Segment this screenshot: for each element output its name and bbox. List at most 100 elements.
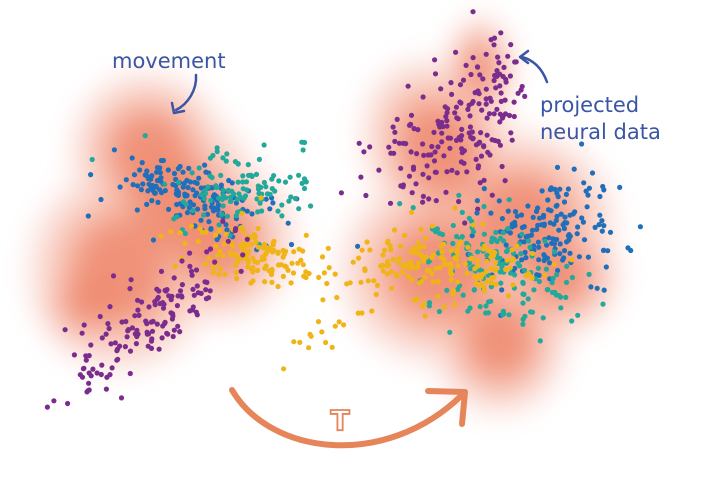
teal-point bbox=[224, 151, 230, 157]
blue-point bbox=[597, 212, 603, 218]
blue-point bbox=[507, 230, 513, 236]
yellow-point bbox=[359, 247, 365, 253]
yellow-point bbox=[408, 259, 414, 265]
yellow-point bbox=[429, 223, 435, 229]
teal-point bbox=[301, 139, 308, 146]
teal-point bbox=[563, 294, 569, 300]
teal-point bbox=[564, 263, 570, 269]
purple-point bbox=[481, 177, 487, 183]
purple-point bbox=[133, 341, 139, 347]
blue-point bbox=[555, 267, 561, 274]
purple-point bbox=[484, 115, 490, 121]
teal-point bbox=[248, 172, 254, 178]
blue-point bbox=[566, 237, 572, 243]
teal-point bbox=[227, 198, 233, 204]
purple-point bbox=[98, 371, 104, 378]
blue-point bbox=[522, 249, 528, 255]
blue-point bbox=[229, 180, 235, 186]
teal-point bbox=[308, 203, 314, 209]
blue-point bbox=[579, 141, 585, 147]
yellow-point bbox=[168, 228, 174, 235]
blue-point bbox=[190, 187, 196, 193]
purple-point bbox=[128, 277, 134, 283]
yellow-point bbox=[245, 264, 251, 270]
purple-point bbox=[207, 288, 213, 294]
purple-point bbox=[432, 71, 439, 77]
blue-point bbox=[203, 169, 209, 175]
blue-point bbox=[625, 245, 631, 251]
blue-point bbox=[355, 243, 361, 249]
blue-point bbox=[530, 214, 536, 220]
yellow-point bbox=[301, 273, 307, 279]
yellow-point bbox=[400, 263, 406, 269]
yellow-point bbox=[529, 250, 536, 257]
teal-point bbox=[436, 308, 442, 315]
teal-point bbox=[261, 142, 267, 148]
purple-point bbox=[488, 37, 494, 43]
purple-point bbox=[115, 356, 121, 362]
yellow-point bbox=[216, 271, 222, 277]
teal-point bbox=[258, 184, 264, 190]
purple-point bbox=[497, 71, 503, 77]
yellow-point bbox=[400, 269, 406, 275]
purple-point bbox=[483, 101, 489, 107]
yellow-point bbox=[297, 339, 303, 345]
yellow-point bbox=[458, 239, 464, 245]
purple-point bbox=[473, 156, 479, 162]
teal-point bbox=[199, 192, 205, 198]
yellow-point bbox=[409, 249, 416, 255]
purple-point bbox=[400, 184, 406, 190]
purple-point bbox=[79, 330, 85, 336]
yellow-point bbox=[234, 275, 240, 282]
purple-point bbox=[483, 51, 489, 57]
purple-point bbox=[117, 343, 123, 349]
teal-point bbox=[271, 173, 277, 179]
yellow-point bbox=[319, 254, 326, 260]
blue-point bbox=[123, 177, 129, 183]
teal-point bbox=[259, 208, 265, 214]
teal-point bbox=[450, 222, 456, 229]
yellow-point bbox=[404, 264, 410, 270]
blue-point bbox=[585, 192, 591, 198]
teal-point bbox=[521, 267, 528, 273]
teal-point bbox=[190, 207, 196, 214]
purple-point bbox=[477, 180, 483, 186]
yellow-point bbox=[283, 264, 289, 270]
blue-point bbox=[138, 187, 144, 193]
teal-point bbox=[219, 211, 225, 217]
teal-point bbox=[520, 321, 526, 327]
teal-point bbox=[240, 179, 246, 185]
yellow-point bbox=[306, 270, 312, 277]
blue-point bbox=[546, 235, 552, 241]
purple-point bbox=[415, 127, 421, 133]
yellow-point bbox=[217, 248, 223, 254]
blue-point bbox=[617, 184, 623, 190]
blue-point bbox=[129, 155, 135, 161]
yellow-point bbox=[551, 261, 557, 267]
teal-point bbox=[511, 272, 518, 278]
purple-point bbox=[244, 236, 250, 242]
purple-point bbox=[445, 135, 451, 141]
blue-point bbox=[285, 220, 291, 226]
blue-point bbox=[584, 204, 590, 210]
yellow-point bbox=[356, 255, 362, 261]
purple-point bbox=[212, 259, 218, 265]
blue-point bbox=[187, 179, 193, 185]
purple-point bbox=[468, 71, 474, 78]
blue-point bbox=[596, 222, 602, 228]
purple-point bbox=[104, 374, 110, 380]
purple-point bbox=[86, 370, 92, 376]
purple-point bbox=[449, 91, 455, 97]
yellow-point bbox=[402, 232, 408, 238]
blue-point bbox=[198, 217, 204, 223]
purple-point bbox=[508, 130, 514, 136]
blue-point bbox=[554, 190, 560, 196]
yellow-point bbox=[228, 252, 234, 258]
blue-point bbox=[540, 214, 547, 220]
blue-point bbox=[557, 241, 563, 247]
purple-point bbox=[462, 220, 468, 226]
teal-point bbox=[225, 187, 232, 193]
purple-point bbox=[519, 83, 525, 90]
yellow-point bbox=[503, 266, 509, 273]
yellow-point bbox=[542, 272, 548, 278]
